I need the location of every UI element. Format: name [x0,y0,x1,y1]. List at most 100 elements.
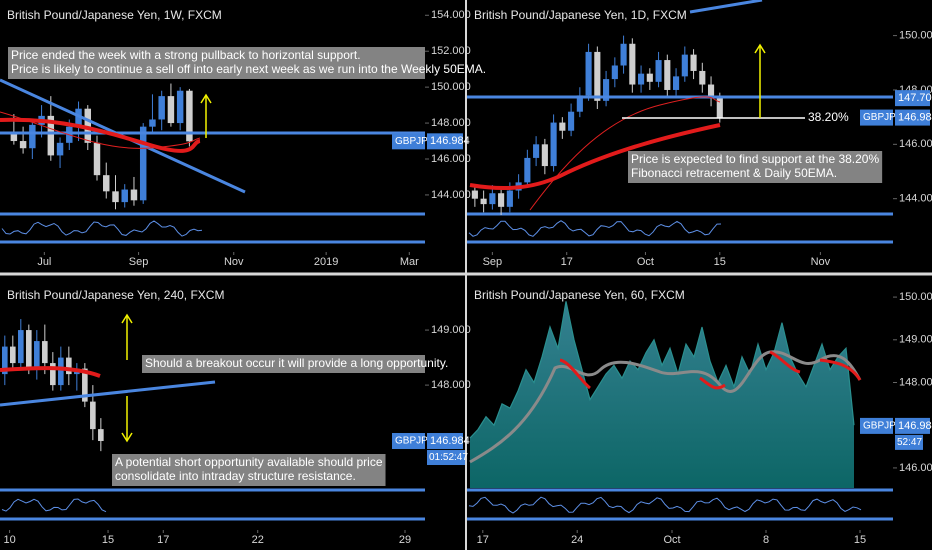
x-tick-label: Mar [400,256,419,268]
candle-body [47,115,55,156]
price-tag [427,133,463,150]
symbol-tag [392,433,425,450]
candle-body [10,132,18,142]
candle-body [664,60,671,90]
price-tag [427,433,463,450]
x-tick-label: Sep [129,256,149,268]
candle-body [594,51,601,101]
x-tick-label: 17 [157,534,169,546]
y-tick-label: 148.000 [431,117,471,129]
candle-body [699,70,706,85]
candle-body [75,108,82,127]
y-tick-label: 148.000 [431,379,471,391]
level-label: 147.700 [898,92,932,104]
candle-body [149,119,156,127]
fib-label: 38.20% [808,110,849,124]
candle-body [550,122,557,167]
candle-body [121,189,128,203]
candle-body [10,346,16,364]
symbol-tag [860,109,893,126]
candle-body [50,363,56,386]
candle-body [66,357,72,375]
candle-body [524,157,531,183]
x-tick-label: Nov [224,256,244,268]
symbol-label: GBPJPY [395,436,435,447]
candle-body [19,141,27,149]
annotation-text: Price is expected to find support at the… [631,152,879,166]
area-fill [470,301,854,488]
annotation-box [142,355,425,373]
candle-body [58,357,64,386]
annotation-text: Fibonacci retracement & Daily 50EMA. [631,166,837,180]
candle-body [655,60,662,82]
candle-body [98,429,104,442]
y-tick-label: 148.000 [899,376,932,388]
candle-body [576,95,583,112]
x-tick-label: 15 [102,534,114,546]
x-tick-label: Oct [637,256,654,268]
candle-body [541,144,548,167]
candle-body [585,51,592,96]
x-tick-label: 24 [571,534,583,546]
annotation-text: Price is likely to continue a sell off i… [11,62,486,76]
annotation-text: consolidate into intraday structure resi… [115,469,356,483]
price-label: 146.984 [430,135,470,147]
candle-body [158,96,165,120]
candle-body [26,330,32,369]
x-tick-label: 22 [252,534,264,546]
candle-body [93,142,101,176]
y-tick-label: 149.000 [431,324,471,336]
candle-body [34,341,40,369]
candle-body [716,98,723,118]
symbol-tag [392,133,425,150]
x-tick-label: Sep [483,256,503,268]
candle-body [707,84,715,99]
y-tick-label: 154.000 [431,9,471,21]
candle-body [103,175,110,192]
symbol-tag [860,417,893,434]
y-tick-label: 150.000 [899,291,932,303]
x-tick-label: Nov [811,256,831,268]
candle-body [84,108,92,143]
symbol-label: GBPJPY [863,112,903,123]
x-tick-label: 8 [763,534,769,546]
chart-title: British Pound/Japanese Yen, 60, FXCM [474,288,685,302]
annotation-text: A potential short opportunity available … [115,455,383,469]
candle-body [90,401,96,430]
oscillator [468,496,862,514]
annotation-box [8,47,425,79]
chart-title: British Pound/Japanese Yen, 1D, FXCM [474,8,687,22]
candle-body [176,90,184,124]
x-tick-label: 29 [399,534,411,546]
countdown: 52:47 [897,437,922,448]
price-label: 146.984 [430,435,470,447]
price-tag [895,109,930,126]
candle-body [18,330,24,364]
x-tick-label: Oct [663,534,680,546]
y-tick-label: 144.000 [431,189,471,201]
candle-body [603,79,610,101]
level-tag [895,90,930,107]
candle-body [629,43,636,85]
annotation-text: Price ended the week with a strong pullb… [11,48,361,62]
candle-body [638,73,645,85]
price-label: 146.984 [898,111,932,123]
annotation-box [628,151,883,183]
candle-body [42,341,48,364]
overlay: British Pound/Japanese Yen, 1W, FXCM 144.… [3,8,932,546]
candle-body [112,191,119,203]
x-tick-label: 15 [714,256,726,268]
x-tick-label: 10 [3,534,15,546]
candle-body [690,54,697,71]
y-tick-label: 150.000 [899,30,932,42]
y-tick-label: 152.000 [431,45,471,57]
candle-body [489,193,496,205]
candle-body [620,43,627,66]
chart-title: British Pound/Japanese Yen, 240, FXCM [7,288,224,302]
candle-body [186,90,193,142]
countdown-tag [427,450,465,466]
x-tick-label: 17 [561,256,573,268]
candle-body [559,122,566,131]
